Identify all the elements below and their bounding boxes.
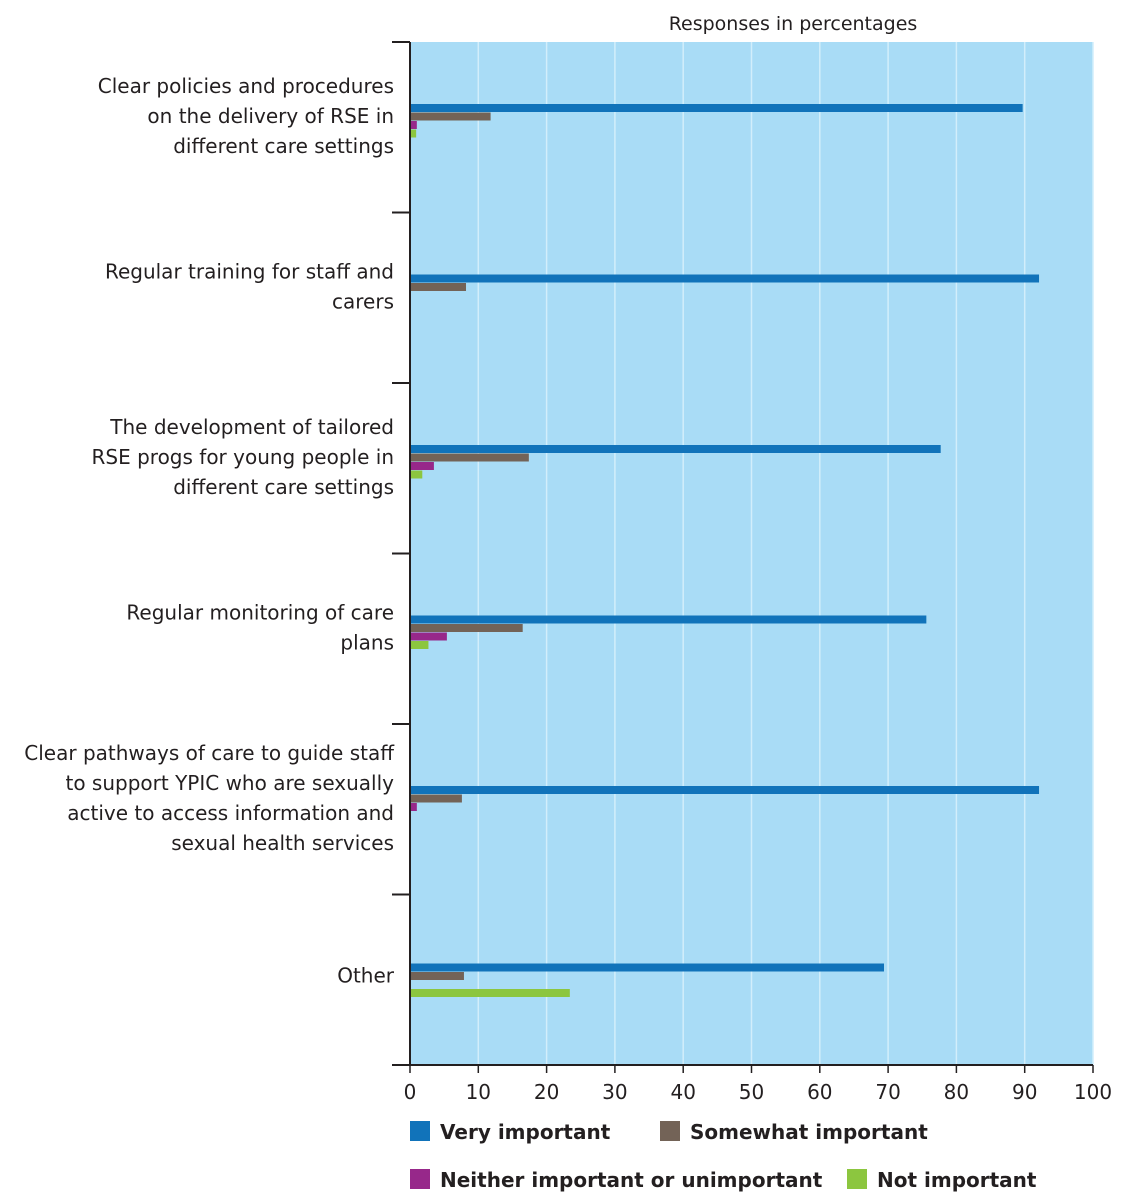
category-label: Other: [337, 964, 395, 988]
category-label: The development of tailored RSE progs for…: [92, 415, 395, 499]
x-tick-label-90: 90: [1012, 1080, 1037, 1104]
bar-2-not-important: [411, 470, 423, 479]
category-label: Regular training for staff and carers: [105, 260, 394, 314]
bar-3-not-important: [411, 641, 429, 649]
bar-5-very-important: [411, 963, 885, 972]
bar-3-neither-important-or-unimportant: [411, 632, 447, 641]
legend-item-somewhat-important: Somewhat important: [660, 1120, 928, 1144]
bar-4-somewhat-important: [411, 794, 462, 803]
x-tick-label-100: 100: [1074, 1080, 1112, 1104]
legend-label: Somewhat important: [690, 1120, 928, 1144]
x-tick-label-60: 60: [807, 1080, 832, 1104]
legend-swatch: [410, 1121, 430, 1141]
x-tick-label-40: 40: [670, 1080, 695, 1104]
x-tick-label-80: 80: [944, 1080, 969, 1104]
chart-title: Responses in percentages: [669, 13, 918, 35]
category-label: Regular monitoring of care plans: [126, 601, 394, 655]
bar-0-somewhat-important: [411, 112, 491, 121]
legend-swatch: [410, 1169, 430, 1189]
bar-4-neither-important-or-unimportant: [411, 803, 417, 811]
bar-3-somewhat-important: [411, 624, 523, 632]
bar-1-very-important: [411, 274, 1040, 283]
legend-swatch: [660, 1121, 680, 1141]
category-label: Clear policies and procedures on the deli…: [98, 74, 394, 158]
legend-label: Neither important or unimportant: [440, 1168, 823, 1192]
x-tick-label-70: 70: [875, 1080, 900, 1104]
legend-item-not-important: Not important: [847, 1168, 1037, 1192]
x-tick-label-0: 0: [404, 1080, 417, 1104]
bar-2-neither-important-or-unimportant: [411, 462, 434, 470]
legend-item-neither-important-or-unimportant: Neither important or unimportant: [410, 1168, 823, 1192]
x-tick-label-20: 20: [534, 1080, 559, 1104]
x-tick-label-50: 50: [739, 1080, 764, 1104]
bar-1-somewhat-important: [411, 283, 467, 291]
bar-5-not-important: [411, 989, 570, 997]
bar-2-very-important: [411, 445, 941, 453]
axes: 0 10 20 30 40 50 60 70 80 90 100: [392, 41, 1112, 1104]
legend-label: Not important: [877, 1168, 1037, 1192]
category-labels: Clear policies and procedures on the deli…: [24, 74, 395, 988]
category-label: Clear pathways of care to guide staff to …: [24, 741, 395, 855]
bar-0-neither-important-or-unimportant: [411, 121, 417, 129]
bar-5-somewhat-important: [411, 972, 464, 980]
bar-2-somewhat-important: [411, 453, 529, 462]
bar-0-not-important: [411, 129, 417, 138]
bar-0-very-important: [411, 104, 1023, 112]
legend-item-very-important: Very important: [410, 1120, 611, 1144]
x-tick-label-10: 10: [466, 1080, 491, 1104]
bar-4-very-important: [411, 786, 1040, 794]
legend: Very important Somewhat important Neither …: [410, 1120, 1037, 1192]
x-tick-label-30: 30: [602, 1080, 627, 1104]
bar-3-very-important: [411, 615, 927, 624]
legend-label: Very important: [440, 1120, 611, 1144]
bars: [411, 104, 1040, 997]
gridlines: [477, 42, 1094, 1065]
legend-swatch: [847, 1169, 867, 1189]
